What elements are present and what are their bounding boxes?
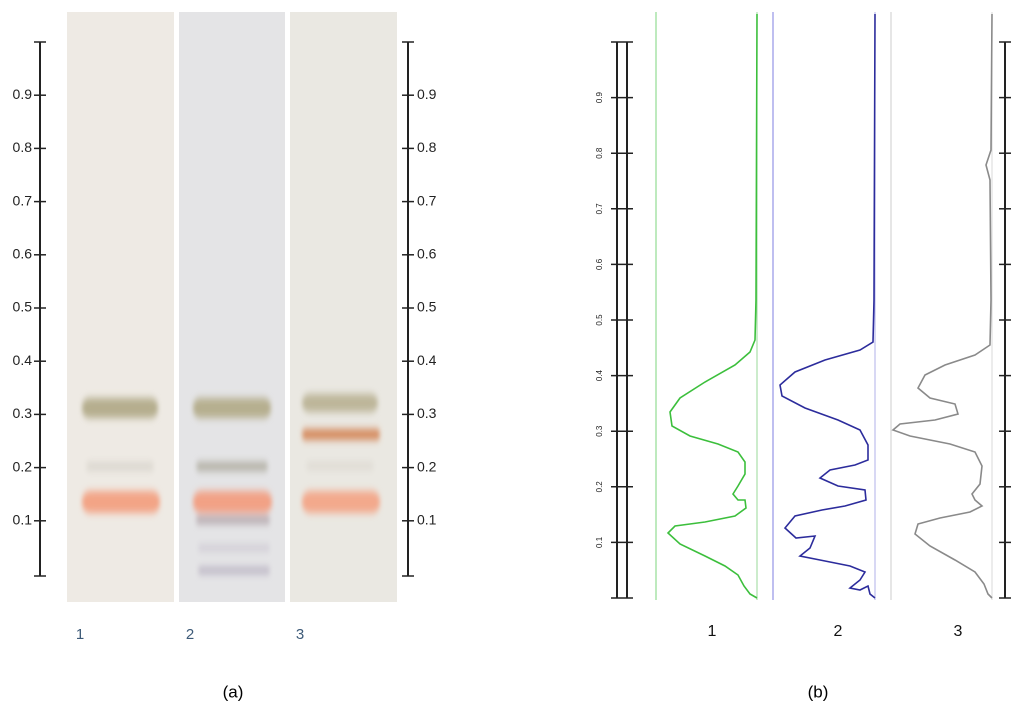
rf-axes-b	[611, 41, 1011, 599]
panel-label: (a)	[223, 682, 244, 701]
lane-label: 1	[76, 626, 84, 643]
bands	[82, 394, 380, 574]
rf-axes-a	[34, 41, 414, 577]
tick-label: 0.3	[13, 405, 33, 421]
tick-label: 0.9	[417, 86, 437, 102]
lane-label: 2	[834, 623, 843, 640]
lane-label: 3	[296, 626, 304, 643]
tick-label: 0.9	[595, 91, 604, 103]
tick-label: 0.3	[417, 405, 437, 421]
tick-label: 0.2	[595, 481, 604, 493]
densitogram-traces	[655, 12, 993, 600]
tick-label: 0.7	[595, 203, 604, 215]
trace-2	[779, 13, 876, 599]
tick-label: 0.2	[13, 458, 33, 474]
tick-label: 0.8	[13, 139, 33, 155]
tick-label: 0.6	[417, 246, 437, 262]
lane-2-strip	[179, 12, 285, 602]
tick-label: 0.8	[595, 147, 604, 159]
tick-label: 0.3	[595, 425, 604, 437]
trace-1	[666, 13, 758, 599]
tick-label: 0.9	[13, 86, 33, 102]
tick-label: 0.7	[13, 192, 33, 208]
tick-label: 0.4	[595, 369, 604, 381]
tick-label: 0.5	[595, 314, 604, 326]
tick-label: 0.4	[13, 352, 33, 368]
tick-label: 0.7	[417, 192, 437, 208]
tick-label: 0.8	[417, 139, 437, 155]
panel-label: (b)	[808, 682, 829, 701]
lane-label: 1	[708, 623, 717, 640]
tick-label: 0.2	[417, 458, 437, 474]
tick-label: 0.1	[595, 536, 604, 548]
tick-label: 0.5	[417, 299, 437, 315]
tlc-plate	[67, 12, 397, 602]
lane-label: 3	[954, 623, 963, 640]
tick-label: 0.6	[13, 246, 33, 262]
tick-label: 0.6	[595, 258, 604, 270]
tick-label: 0.1	[417, 512, 437, 528]
tick-label: 0.5	[13, 299, 33, 315]
lane-label: 2	[186, 626, 194, 643]
lane-1-strip	[67, 12, 174, 602]
tick-label: 0.4	[417, 352, 437, 368]
lane-3-strip	[290, 12, 397, 602]
trace-3	[891, 13, 993, 599]
tick-label: 0.1	[13, 512, 33, 528]
